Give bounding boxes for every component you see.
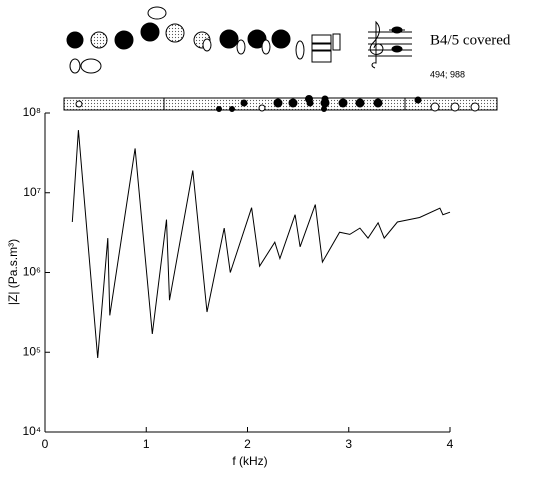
x-tick-label: 1 — [143, 437, 150, 451]
y-tick-label: 10⁴ — [22, 424, 41, 438]
x-tick-label: 2 — [244, 437, 251, 451]
x-axis-label: f (kHz) — [232, 454, 267, 468]
fingering-diagram — [66, 6, 412, 74]
y-tick-label: 10⁶ — [23, 265, 41, 279]
instrument-strip — [63, 95, 498, 112]
y-tick-label: 10⁸ — [23, 105, 41, 119]
x-tick-label: 4 — [447, 437, 454, 451]
chart-subtitle: 494; 988 — [430, 69, 465, 79]
x-tick-label: 0 — [42, 437, 49, 451]
y-tick-label: 10⁷ — [23, 185, 41, 199]
chart-title: B4/5 covered — [430, 32, 511, 48]
x-tick-label: 3 — [345, 437, 352, 451]
y-tick-label: 10⁵ — [23, 344, 41, 358]
impedance-line — [71, 130, 451, 358]
y-axis-label: |Z| (Pa.s.m³) — [6, 239, 20, 305]
